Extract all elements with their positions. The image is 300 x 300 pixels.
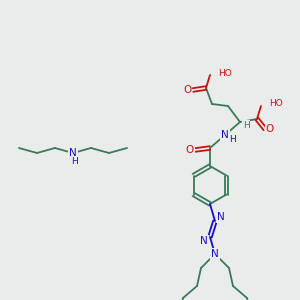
Text: H: H bbox=[243, 121, 249, 130]
Text: N: N bbox=[200, 236, 208, 246]
Text: O: O bbox=[186, 145, 194, 155]
Text: H: H bbox=[70, 157, 77, 166]
Text: HO: HO bbox=[218, 68, 232, 77]
Text: N: N bbox=[69, 148, 77, 158]
Text: O: O bbox=[266, 124, 274, 134]
Text: N: N bbox=[221, 130, 229, 140]
Text: N: N bbox=[217, 212, 225, 222]
Text: HO: HO bbox=[269, 100, 283, 109]
Text: H: H bbox=[229, 136, 236, 145]
Text: O: O bbox=[183, 85, 191, 95]
Text: N: N bbox=[211, 249, 219, 259]
